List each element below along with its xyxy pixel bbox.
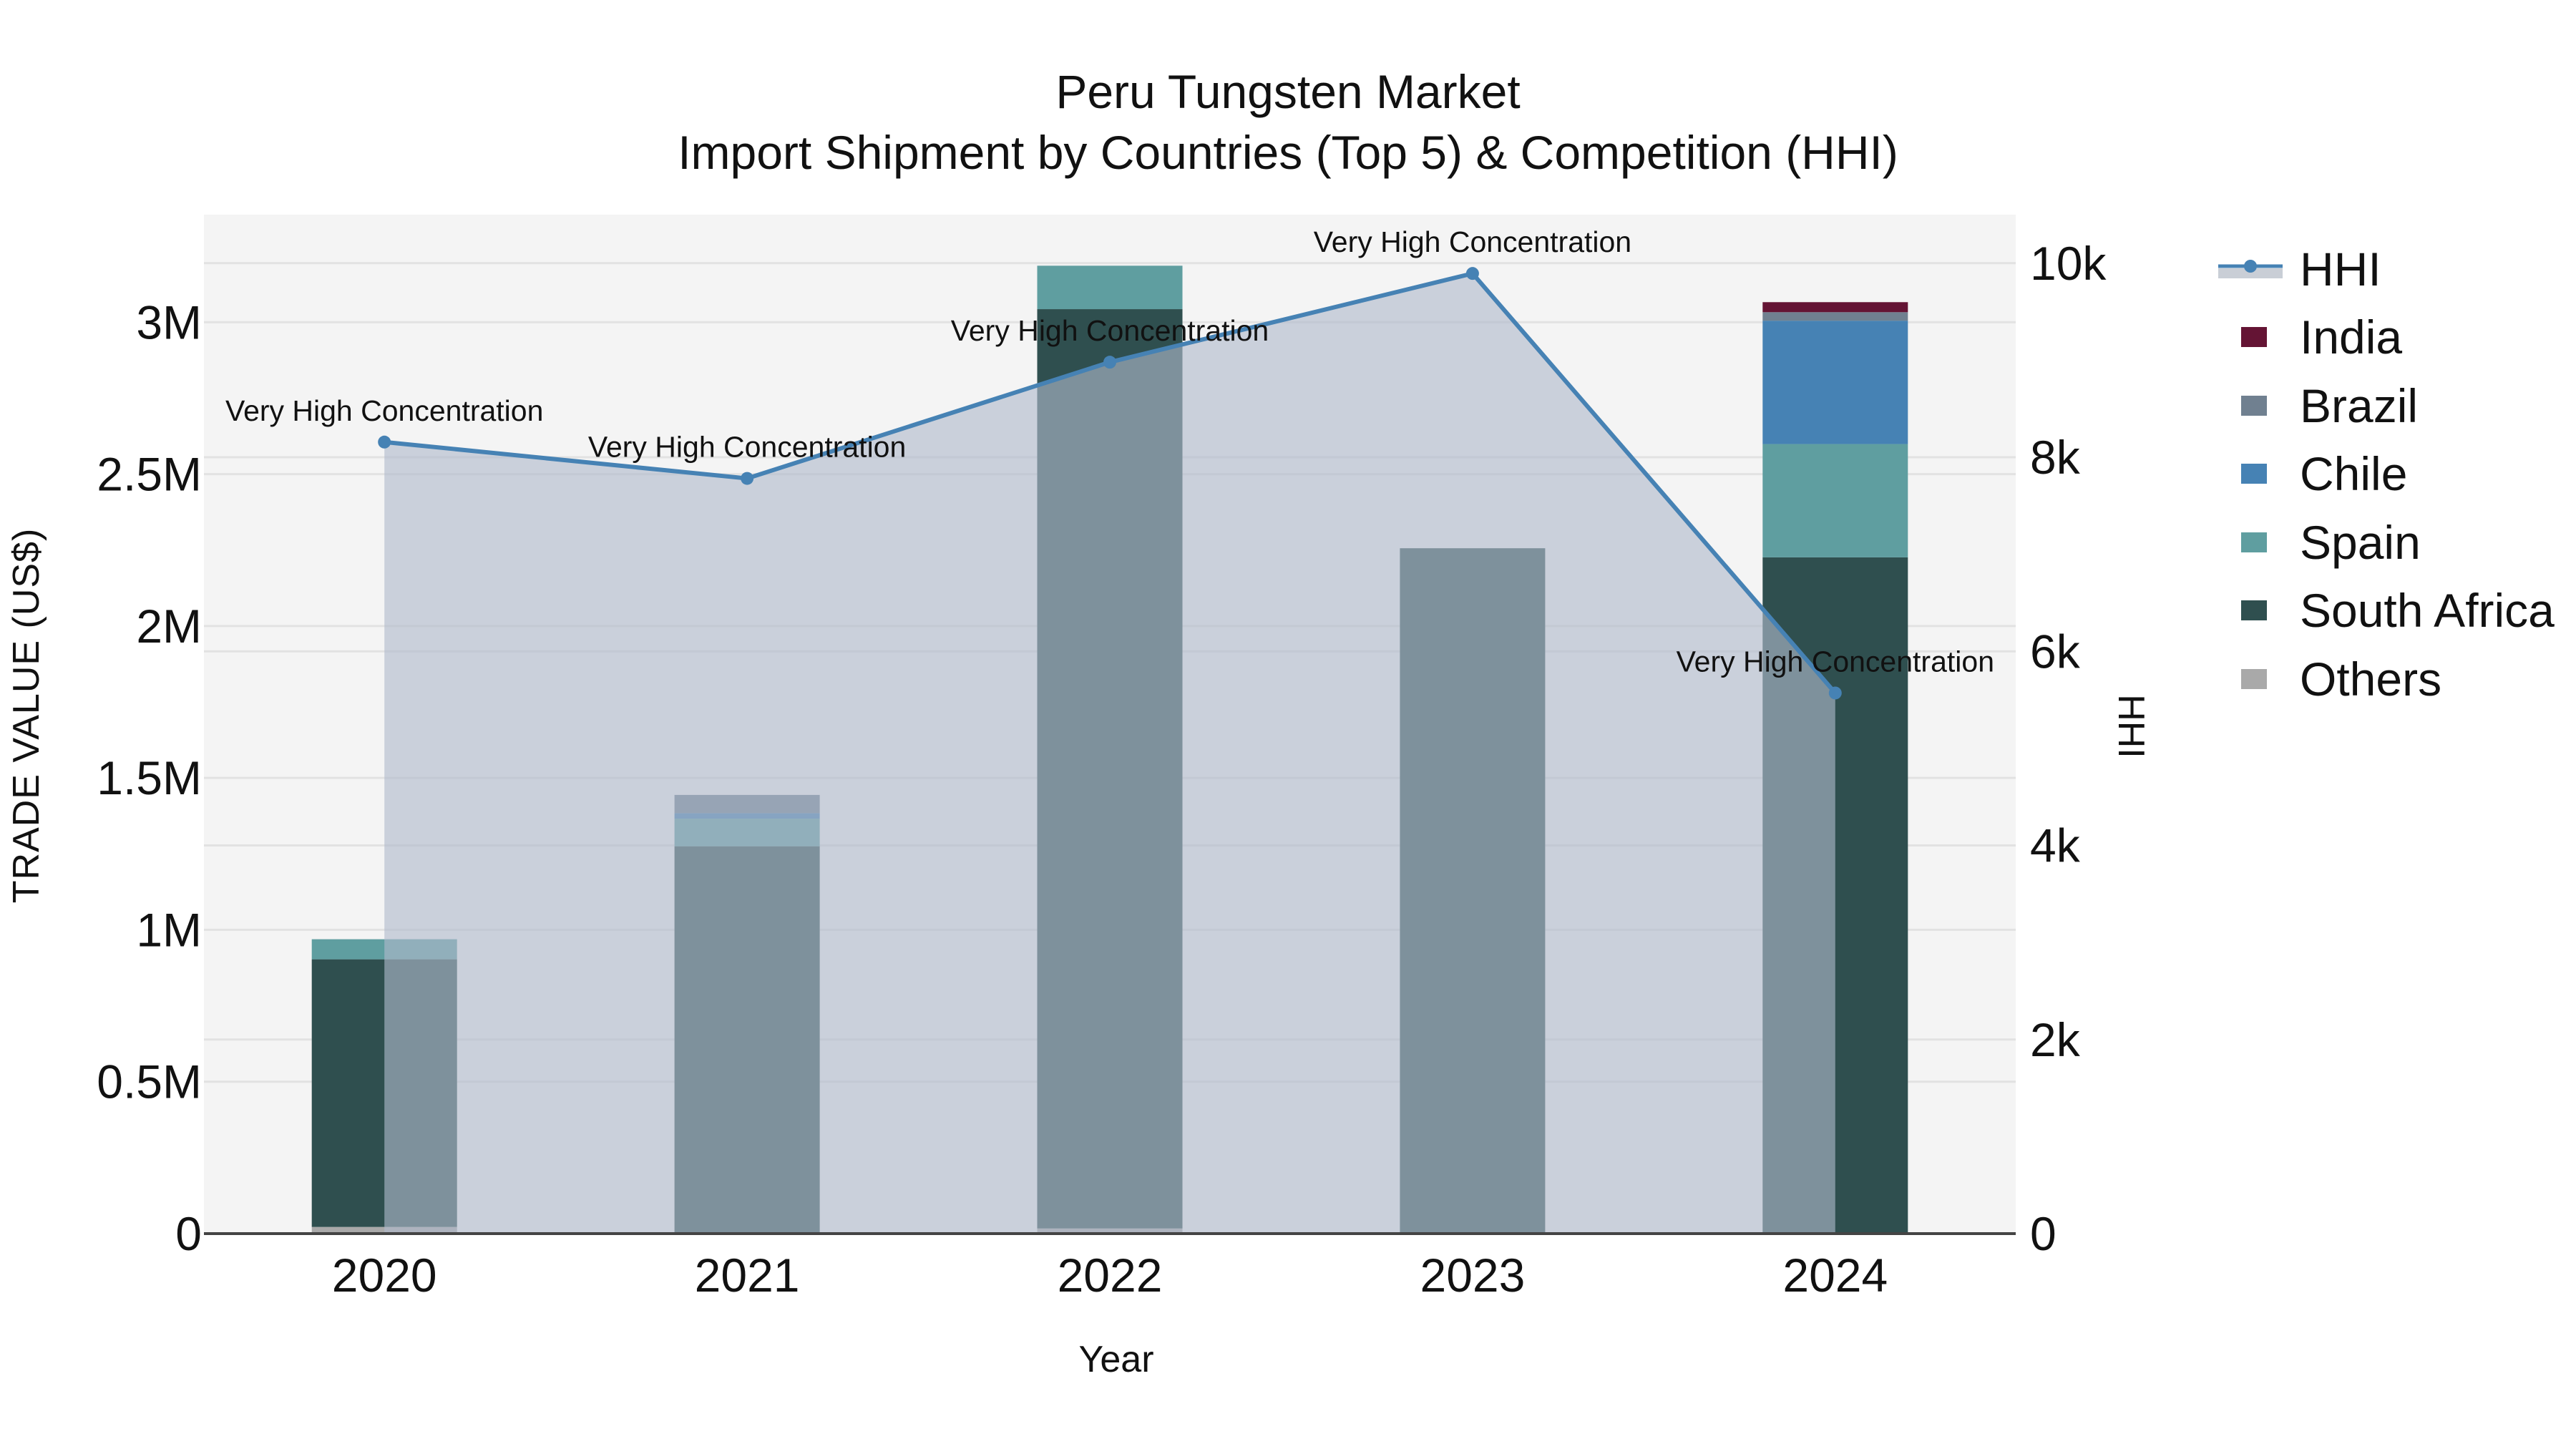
y2-axis-title: HHI — [2110, 694, 2152, 758]
legend-swatch-icon — [2241, 532, 2267, 552]
y-tick-label: 1M — [136, 903, 202, 956]
legend-line-marker-icon — [2218, 258, 2283, 280]
bar-segment-chile[interactable] — [1762, 321, 1908, 444]
legend-swatch-icon — [2241, 395, 2267, 416]
y-tick-label: 3M — [136, 296, 202, 348]
y2-tick-label: 4k — [2030, 819, 2081, 872]
legend-item-chile[interactable]: Chile — [2218, 440, 2555, 509]
legend-label: India — [2300, 311, 2403, 364]
legend-item-brazil[interactable]: Brazil — [2218, 371, 2555, 440]
hhi-marker[interactable] — [741, 472, 754, 485]
y-axis-title: TRADE VALUE (US$) — [6, 527, 47, 904]
x-tick-label: 2023 — [1420, 1249, 1525, 1302]
legend-label: Spain — [2300, 515, 2421, 569]
hhi-annotation: Very High Concentration — [1677, 645, 1994, 678]
hhi-marker[interactable] — [1828, 686, 1842, 700]
legend-label: Chile — [2300, 447, 2408, 501]
y2-tick-label: 6k — [2030, 625, 2081, 678]
legend-swatch-icon — [2241, 668, 2267, 689]
legend: HHI India Brazil Chile Spain South Africa Othe… — [2218, 235, 2555, 713]
x-tick-label: 2024 — [1782, 1249, 1888, 1302]
hhi-marker[interactable] — [1465, 267, 1479, 280]
bar-segment-spain[interactable] — [1037, 265, 1183, 310]
hhi-marker[interactable] — [1103, 356, 1116, 369]
legend-label: South Africa — [2300, 584, 2555, 638]
x-tick-label: 2021 — [695, 1249, 800, 1302]
legend-swatch-icon — [2241, 327, 2267, 348]
hhi-marker[interactable] — [378, 435, 391, 449]
y2-tick-label: 0 — [2030, 1207, 2057, 1260]
y-tick-label: 0.5M — [97, 1055, 202, 1108]
legend-label: Brazil — [2300, 379, 2419, 432]
hhi-annotation: Very High Concentration — [225, 394, 543, 427]
y-tick-label: 1.5M — [97, 751, 202, 804]
y2-tick-label: 2k — [2030, 1013, 2081, 1066]
legend-item-india[interactable]: India — [2218, 303, 2555, 372]
y2-tick-label: 8k — [2030, 431, 2081, 484]
legend-label: HHI — [2300, 242, 2381, 296]
chart-subtitle: Import Shipment by Countries (Top 5) & C… — [678, 126, 1898, 179]
legend-item-south-africa[interactable]: South Africa — [2218, 577, 2555, 645]
y-tick-label: 0 — [175, 1207, 202, 1260]
legend-item-others[interactable]: Others — [2218, 645, 2555, 713]
legend-item-hhi[interactable]: HHI — [2218, 235, 2555, 303]
hhi-area — [384, 273, 1835, 1234]
bar-segment-brazil[interactable] — [1762, 312, 1908, 321]
bar-segment-india[interactable] — [1762, 302, 1908, 313]
bar-segment-spain[interactable] — [1762, 444, 1908, 557]
y-tick-label: 2M — [136, 600, 202, 653]
hhi-annotation: Very High Concentration — [951, 314, 1269, 347]
y-tick-label: 2.5M — [97, 448, 202, 501]
legend-label: Others — [2300, 652, 2442, 706]
legend-item-spain[interactable]: Spain — [2218, 508, 2555, 577]
chart-title: Peru Tungsten Market — [1055, 65, 1521, 118]
hhi-annotation: Very High Concentration — [1314, 225, 1631, 258]
x-tick-label: 2022 — [1058, 1249, 1163, 1302]
hhi-annotation: Very High Concentration — [588, 431, 906, 464]
legend-swatch-icon — [2241, 464, 2267, 484]
legend-swatch-icon — [2241, 600, 2267, 621]
y2-tick-label: 10k — [2030, 237, 2107, 290]
x-tick-label: 2020 — [332, 1249, 437, 1302]
x-axis-title: Year — [1078, 1339, 1154, 1380]
